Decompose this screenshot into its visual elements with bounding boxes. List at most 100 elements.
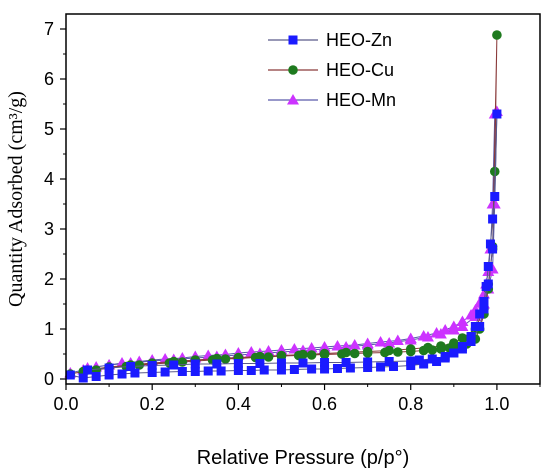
legend-label: HEO-Cu bbox=[326, 60, 394, 80]
data-point bbox=[488, 214, 498, 224]
data-point bbox=[259, 365, 269, 375]
y-tick-label: 1 bbox=[44, 319, 54, 339]
data-point bbox=[361, 339, 374, 350]
data-point bbox=[298, 358, 308, 368]
data-point bbox=[190, 367, 200, 376]
data-point bbox=[483, 262, 493, 271]
data-point bbox=[78, 373, 88, 383]
x-tick-label: 0.6 bbox=[312, 394, 337, 414]
data-point bbox=[457, 344, 467, 354]
data-point bbox=[332, 364, 342, 373]
data-point bbox=[130, 368, 140, 378]
data-point bbox=[276, 358, 286, 368]
data-point bbox=[169, 360, 179, 370]
data-point bbox=[423, 342, 433, 353]
data-point bbox=[436, 341, 446, 351]
data-point bbox=[449, 348, 459, 358]
data-point bbox=[276, 350, 287, 361]
data-point bbox=[305, 342, 318, 353]
data-point bbox=[91, 372, 101, 381]
data-point bbox=[391, 334, 404, 345]
data-point bbox=[363, 363, 373, 372]
data-point bbox=[374, 336, 387, 347]
series-line bbox=[70, 34, 498, 375]
data-point bbox=[212, 359, 222, 369]
legend-marker bbox=[287, 94, 299, 105]
data-point bbox=[288, 343, 301, 354]
ticks-layer: 0.0 0.2 0.4 0.6 0.8 1.0 0 1 2 3 4 5 6 7 bbox=[44, 19, 541, 414]
data-point bbox=[475, 309, 485, 319]
y-axis-title: Quantity Adsorbed (cm³/g) bbox=[5, 91, 27, 307]
data-point bbox=[383, 337, 396, 348]
data-point bbox=[319, 348, 330, 359]
data-point bbox=[393, 347, 403, 357]
data-point bbox=[345, 363, 355, 373]
data-point bbox=[492, 109, 502, 119]
data-point bbox=[406, 356, 416, 366]
legend-marker bbox=[288, 35, 298, 45]
data-point bbox=[117, 369, 127, 379]
data-point bbox=[147, 368, 157, 377]
data-point bbox=[298, 349, 308, 360]
legend-marker bbox=[288, 65, 298, 75]
data-point bbox=[190, 359, 200, 369]
legend-label: HEO-Zn bbox=[326, 30, 392, 50]
data-point bbox=[349, 348, 360, 359]
data-point bbox=[404, 334, 417, 345]
data-point bbox=[348, 339, 361, 350]
data-point bbox=[421, 331, 434, 342]
y-tick-label: 5 bbox=[44, 119, 54, 139]
data-point bbox=[307, 364, 317, 374]
data-point bbox=[263, 352, 274, 362]
data-point bbox=[83, 365, 93, 375]
series-layer bbox=[64, 30, 503, 383]
data-point bbox=[485, 239, 495, 249]
data-point bbox=[262, 345, 275, 356]
data-point bbox=[246, 366, 256, 375]
x-tick-label: 0.8 bbox=[398, 394, 423, 414]
data-point bbox=[483, 279, 493, 289]
data-point bbox=[384, 357, 394, 366]
data-point bbox=[177, 357, 188, 367]
data-point bbox=[466, 337, 476, 346]
data-point bbox=[488, 244, 498, 254]
series-heo-cu bbox=[65, 30, 502, 379]
data-point bbox=[440, 352, 450, 361]
data-point bbox=[126, 362, 136, 371]
data-point bbox=[255, 359, 265, 368]
data-point bbox=[405, 344, 416, 354]
plot-frame bbox=[65, 13, 541, 385]
data-point bbox=[457, 333, 468, 343]
y-tick-label: 6 bbox=[44, 69, 54, 89]
data-point bbox=[492, 30, 502, 40]
data-point bbox=[414, 355, 424, 365]
y-tick-label: 7 bbox=[44, 19, 54, 39]
data-point bbox=[203, 366, 213, 376]
data-point bbox=[388, 362, 398, 371]
data-point bbox=[177, 367, 187, 376]
x-tick-label: 0.0 bbox=[53, 394, 78, 414]
data-point bbox=[233, 359, 243, 368]
data-point bbox=[320, 364, 330, 374]
data-point bbox=[255, 351, 265, 362]
data-point bbox=[466, 332, 476, 341]
data-point bbox=[479, 297, 489, 306]
series-heo-mn bbox=[64, 105, 503, 378]
data-point bbox=[490, 192, 500, 201]
data-point bbox=[134, 360, 145, 370]
y-tick-label: 0 bbox=[44, 369, 54, 389]
y-tick-label: 4 bbox=[44, 169, 54, 189]
series-line bbox=[70, 113, 498, 379]
data-point bbox=[104, 363, 114, 373]
data-point bbox=[363, 357, 373, 367]
data-point bbox=[65, 370, 75, 380]
data-point bbox=[147, 361, 157, 370]
data-point bbox=[331, 340, 344, 351]
data-point bbox=[447, 324, 460, 335]
y-tick-label: 3 bbox=[44, 219, 54, 239]
data-point bbox=[341, 347, 351, 358]
data-point bbox=[320, 358, 330, 367]
x-axis-title: Relative Pressure (p/p°) bbox=[197, 447, 410, 469]
